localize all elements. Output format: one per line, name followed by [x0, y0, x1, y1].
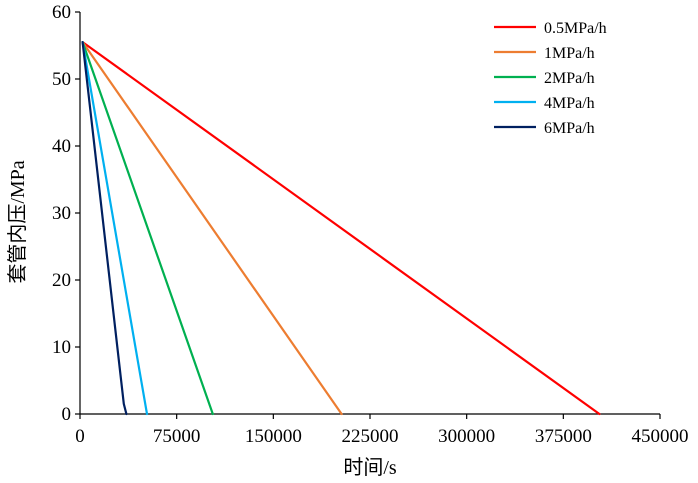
- x-tick-label: 150000: [245, 426, 302, 447]
- series-line-0: [81, 40, 601, 416]
- y-tick-label: 60: [52, 2, 71, 23]
- x-tick-label: 300000: [438, 426, 495, 447]
- y-tick-label: 10: [52, 337, 71, 358]
- x-tick-label: 75000: [153, 426, 201, 447]
- legend: 0.5MPa/h 1MPa/h 2MPa/h 4MPa/h 6MPa/h: [494, 20, 607, 137]
- y-tick-label: 40: [52, 136, 71, 157]
- x-tick-label: 375000: [535, 426, 592, 447]
- y-tick-label: 20: [52, 270, 71, 291]
- y-tick-label: 30: [52, 203, 71, 224]
- y-axis-title: 套管内压/MPa: [6, 160, 29, 283]
- legend-label-1: 1MPa/h: [544, 45, 595, 62]
- x-tick-label: 0: [75, 426, 85, 447]
- x-axis-title: 时间/s: [343, 456, 397, 479]
- series-line-1: [81, 40, 343, 416]
- legend-label-0: 0.5MPa/h: [544, 20, 607, 37]
- y-tick-label: 0: [62, 404, 72, 425]
- series-line-4: [81, 40, 128, 416]
- x-tick-label: 450000: [632, 426, 689, 447]
- series-line-3: [81, 40, 149, 416]
- x-tick-label: 225000: [342, 426, 399, 447]
- plot-area: 0 10 20 30 40 50 60 0 75000 150000 225000 300000 375…: [52, 2, 689, 447]
- legend-label-2: 2MPa/h: [544, 70, 595, 87]
- y-tick-label: 50: [52, 69, 71, 90]
- legend-label-4: 6MPa/h: [544, 120, 595, 137]
- y-axis-title-group: 套管内压/MPa: [6, 160, 29, 283]
- legend-label-3: 4MPa/h: [544, 95, 595, 112]
- series-line-2: [81, 40, 214, 416]
